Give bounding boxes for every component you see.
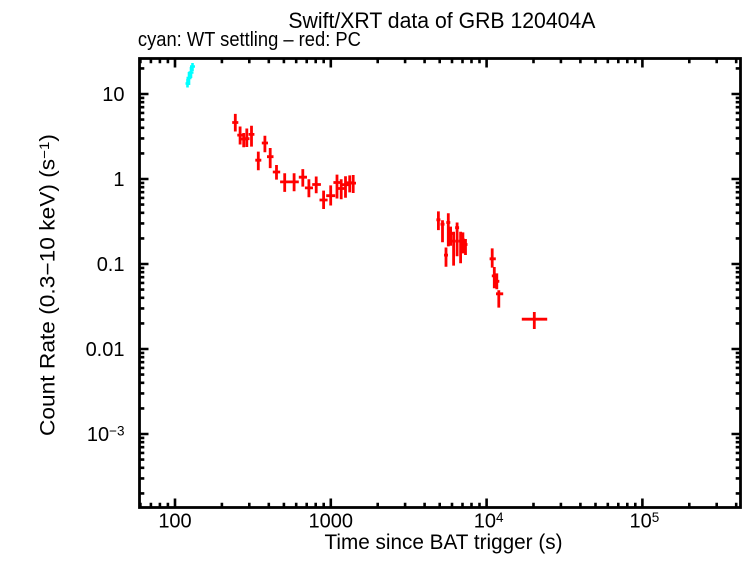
svg-text:1000: 1000 [309,511,354,533]
svg-text:0.01: 0.01 [86,339,125,361]
svg-text:10: 10 [102,84,124,106]
svg-text:1: 1 [113,169,124,191]
svg-text:Count Rate (0.3−10 keV) (s−1): Count Rate (0.3−10 keV) (s−1) [36,134,60,436]
svg-text:100: 100 [158,511,191,533]
svg-text:0.1: 0.1 [97,254,125,276]
svg-text:Time since BAT trigger (s): Time since BAT trigger (s) [325,531,563,554]
svg-text:cyan: WT settling – red: PC: cyan: WT settling – red: PC [138,29,361,51]
svg-text:Swift/XRT data of GRB 120404A: Swift/XRT data of GRB 120404A [288,8,595,33]
